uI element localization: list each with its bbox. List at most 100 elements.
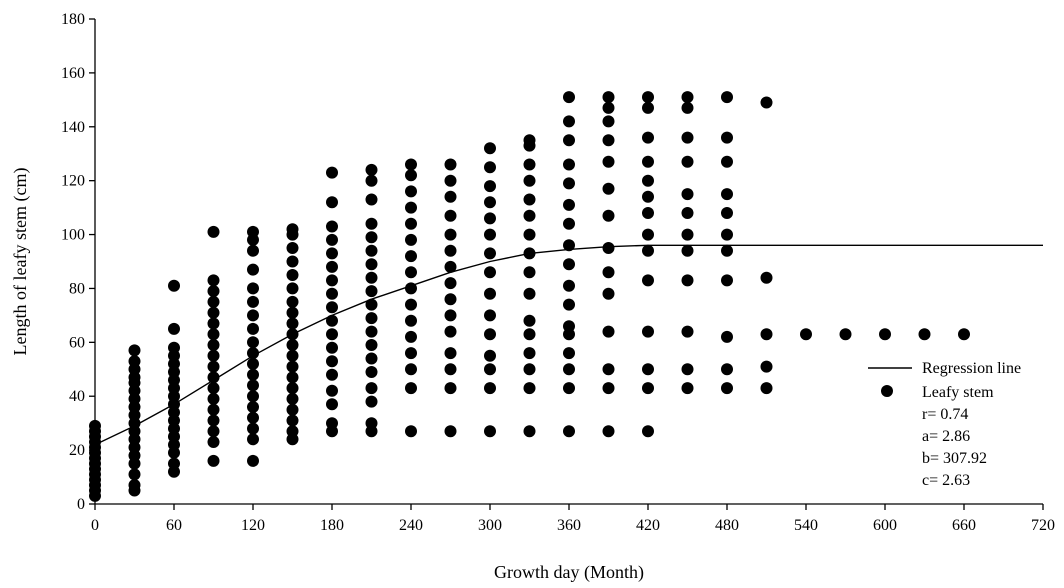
- data-point: [365, 271, 378, 284]
- data-point: [484, 349, 496, 362]
- data-point: [563, 91, 575, 104]
- data-point: [681, 325, 694, 338]
- data-point: [484, 180, 496, 193]
- data-point: [563, 134, 575, 147]
- data-point: [958, 328, 970, 341]
- data-point: [286, 282, 299, 295]
- data-point: [681, 382, 694, 395]
- data-point: [602, 182, 615, 195]
- data-point: [484, 212, 496, 225]
- data-point: [721, 155, 733, 168]
- data-point: [365, 366, 378, 378]
- data-point: [365, 417, 378, 430]
- data-point: [207, 454, 220, 467]
- data-point: [800, 328, 812, 341]
- data-point: [681, 101, 694, 114]
- data-point: [365, 193, 378, 206]
- data-point: [365, 217, 378, 230]
- data-point: [563, 425, 575, 438]
- data-point: [602, 209, 615, 222]
- data-point: [681, 228, 694, 241]
- data-point: [405, 314, 417, 327]
- data-point: [128, 355, 141, 368]
- data-point: [444, 425, 457, 438]
- data-point: [286, 425, 299, 438]
- data-point: [326, 384, 338, 397]
- data-point: [642, 91, 654, 104]
- data-point: [602, 115, 615, 128]
- data-point: [721, 188, 733, 201]
- data-point: [484, 228, 496, 241]
- data-point: [286, 242, 299, 254]
- data-point: [681, 91, 694, 104]
- x-tick-label: 240: [399, 517, 423, 534]
- data-point: [721, 244, 733, 257]
- data-point: [681, 188, 694, 201]
- data-point: [247, 336, 259, 349]
- data-point: [444, 228, 457, 241]
- data-point: [721, 330, 733, 343]
- data-point: [721, 131, 733, 144]
- legend-stat-c: c= 2.63: [922, 472, 970, 489]
- legend-stat-r: r= 0.74: [922, 406, 968, 423]
- data-point: [523, 228, 536, 241]
- data-point: [207, 306, 220, 319]
- data-point: [326, 220, 338, 233]
- data-point: [444, 363, 457, 376]
- data-point: [247, 282, 259, 295]
- data-point: [523, 209, 536, 222]
- data-point: [247, 433, 259, 446]
- data-point: [523, 287, 536, 300]
- x-tick-label: 660: [952, 517, 976, 534]
- data-point: [484, 425, 496, 438]
- data-point: [207, 225, 220, 238]
- data-point: [523, 247, 536, 260]
- data-point: [247, 347, 259, 360]
- data-point: [444, 347, 457, 360]
- data-point: [444, 325, 457, 338]
- data-point: [207, 392, 220, 405]
- data-point: [721, 228, 733, 241]
- data-point: [286, 382, 299, 395]
- data-point: [642, 174, 654, 187]
- data-point: [247, 390, 259, 403]
- data-point: [405, 158, 417, 171]
- data-point: [286, 328, 299, 341]
- x-tick-label: 360: [557, 517, 581, 534]
- data-point: [247, 368, 259, 381]
- x-tick-label: 0: [91, 517, 99, 534]
- data-point: [207, 349, 220, 362]
- data-point: [721, 382, 733, 395]
- data-point: [168, 322, 180, 335]
- data-point: [286, 295, 299, 308]
- y-tick-label: 160: [61, 65, 85, 82]
- x-tick-label: 120: [241, 517, 265, 534]
- data-point: [168, 457, 180, 470]
- data-point: [128, 479, 141, 492]
- y-tick-label: 120: [61, 173, 85, 190]
- data-point: [681, 244, 694, 257]
- data-point: [563, 279, 575, 292]
- data-point: [444, 277, 457, 290]
- data-point: [326, 314, 338, 327]
- data-point: [89, 419, 101, 432]
- data-point: [207, 317, 220, 330]
- data-point: [207, 403, 220, 416]
- data-point: [681, 274, 694, 287]
- data-point: [365, 285, 378, 298]
- data-point: [286, 306, 299, 319]
- data-point: [405, 169, 417, 182]
- x-tick-label: 180: [320, 517, 344, 534]
- data-point: [602, 425, 615, 438]
- data-point: [286, 223, 299, 236]
- data-point: [405, 298, 417, 311]
- data-point: [563, 198, 575, 211]
- data-point: [681, 363, 694, 376]
- data-point: [523, 314, 536, 327]
- data-point: [207, 414, 220, 427]
- data-point: [602, 287, 615, 300]
- data-point: [642, 101, 654, 114]
- x-tick-label: 420: [636, 517, 660, 534]
- data-point: [405, 201, 417, 214]
